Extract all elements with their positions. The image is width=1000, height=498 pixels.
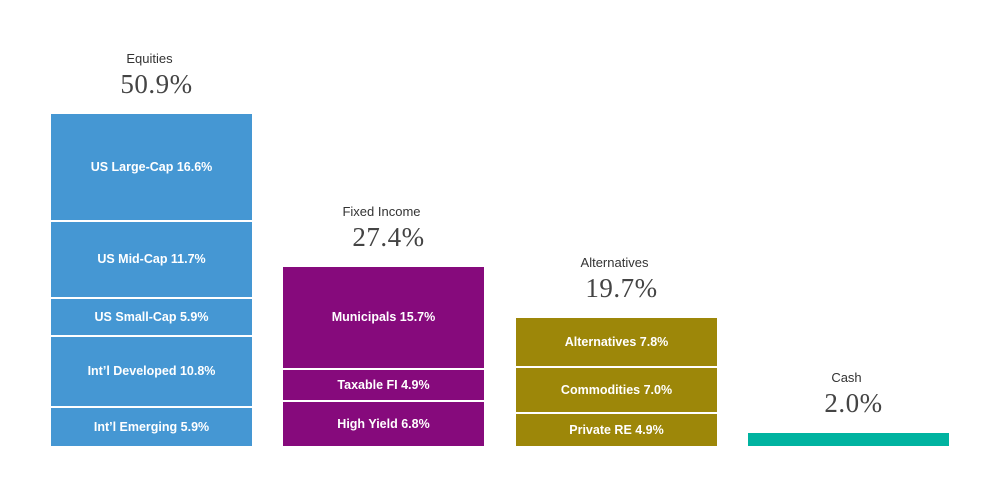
segment-3-0: [748, 432, 949, 446]
group-total-2: 19.7%: [585, 272, 658, 303]
segment-2-1: Commodities 7.0%: [516, 368, 717, 413]
segment-1-2: High Yield 6.8%: [283, 401, 484, 446]
group-label-0: Equities: [126, 51, 173, 66]
group-total-3: 2.0%: [824, 387, 883, 418]
segment-0-4: Int’l Emerging 5.9%: [51, 407, 252, 446]
segment-0-1: US Mid-Cap 11.7%: [51, 222, 252, 297]
segment-1-1: Taxable FI 4.9%: [283, 369, 484, 400]
segment-0-2: US Small-Cap 5.9%: [51, 298, 252, 336]
segment-2-2: Private RE 4.9%: [516, 414, 717, 446]
segment-1-0: Municipals 15.7%: [283, 267, 484, 368]
group-total-1: 27.4%: [352, 222, 425, 253]
segment-2-0: Alternatives 7.8%: [516, 317, 717, 367]
group-label-2: Alternatives: [580, 254, 649, 270]
segment-0-3: Int’l Developed 10.8%: [51, 337, 252, 406]
segment-0-0: US Large-Cap 16.6%: [51, 114, 252, 221]
group-label-3: Cash: [831, 369, 862, 385]
group-label-1: Fixed Income: [342, 204, 421, 220]
group-total-0: 50.9%: [120, 69, 193, 99]
